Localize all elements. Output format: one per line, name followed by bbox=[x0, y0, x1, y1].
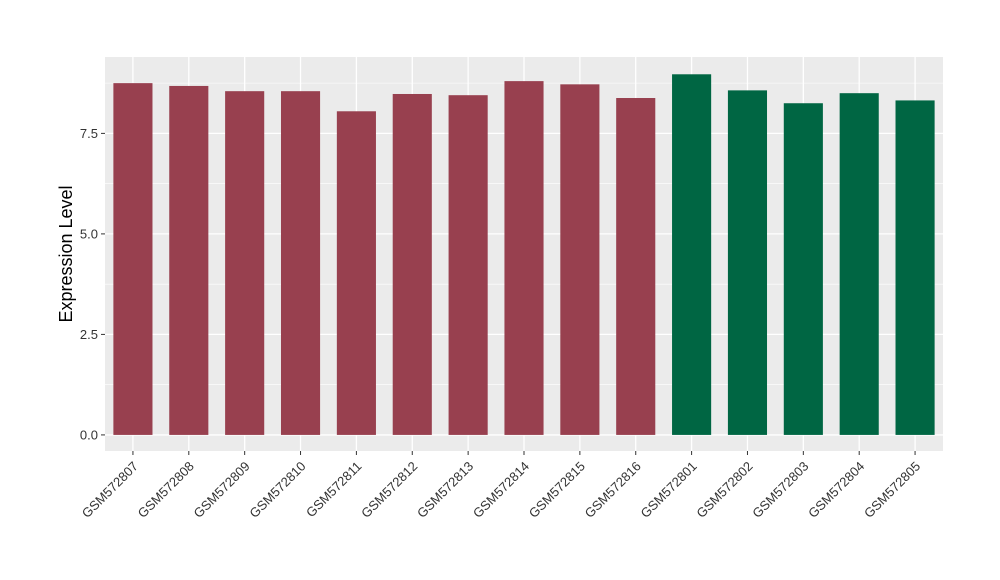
bar-GSM572804 bbox=[839, 93, 879, 435]
y-tick-label: 0.0 bbox=[80, 427, 98, 442]
y-axis: 0.0 2.5 5.0 7.5 bbox=[80, 126, 105, 442]
x-tick-label: GSM572805 bbox=[861, 459, 923, 521]
y-axis-title: Expression Level bbox=[56, 185, 76, 322]
x-tick-label: GSM572808 bbox=[135, 459, 197, 521]
bar-GSM572803 bbox=[783, 103, 823, 435]
x-tick-label: GSM572811 bbox=[303, 459, 365, 521]
bar-GSM572810 bbox=[280, 91, 321, 435]
x-tick-label: GSM572802 bbox=[693, 459, 755, 521]
bar-GSM572809 bbox=[225, 91, 265, 435]
x-tick-label: GSM572812 bbox=[358, 459, 420, 521]
x-tick-label: GSM572804 bbox=[805, 459, 867, 521]
y-tick-label: 5.0 bbox=[80, 226, 98, 241]
x-tick-label: GSM572810 bbox=[246, 459, 308, 521]
bar-GSM572812 bbox=[392, 93, 432, 435]
x-tick-label: GSM572801 bbox=[637, 459, 699, 521]
bar-GSM572805 bbox=[895, 100, 935, 435]
bar-GSM572802 bbox=[727, 90, 768, 435]
bar-GSM572815 bbox=[560, 84, 600, 435]
x-tick-label: GSM572809 bbox=[191, 459, 253, 521]
y-tick-label: 7.5 bbox=[80, 126, 98, 141]
bar-GSM572808 bbox=[169, 85, 209, 435]
x-tick-label: GSM572816 bbox=[582, 459, 644, 521]
x-tick-label: GSM572813 bbox=[414, 459, 476, 521]
x-tick-label: GSM572803 bbox=[749, 459, 811, 521]
bar-GSM572813 bbox=[448, 95, 488, 435]
bar-GSM572811 bbox=[336, 111, 376, 435]
bar-GSM572801 bbox=[672, 74, 712, 435]
bar-GSM572807 bbox=[113, 83, 153, 435]
bar-GSM572814 bbox=[504, 81, 544, 435]
bar-GSM572816 bbox=[616, 98, 656, 435]
x-tick-label: GSM572815 bbox=[526, 459, 588, 521]
x-axis: GSM572807GSM572808GSM572809GSM572810GSM5… bbox=[79, 451, 923, 521]
x-tick-label: GSM572807 bbox=[79, 459, 141, 521]
bars bbox=[113, 74, 935, 435]
y-tick-label: 2.5 bbox=[80, 327, 98, 342]
x-tick-label: GSM572814 bbox=[470, 459, 532, 521]
